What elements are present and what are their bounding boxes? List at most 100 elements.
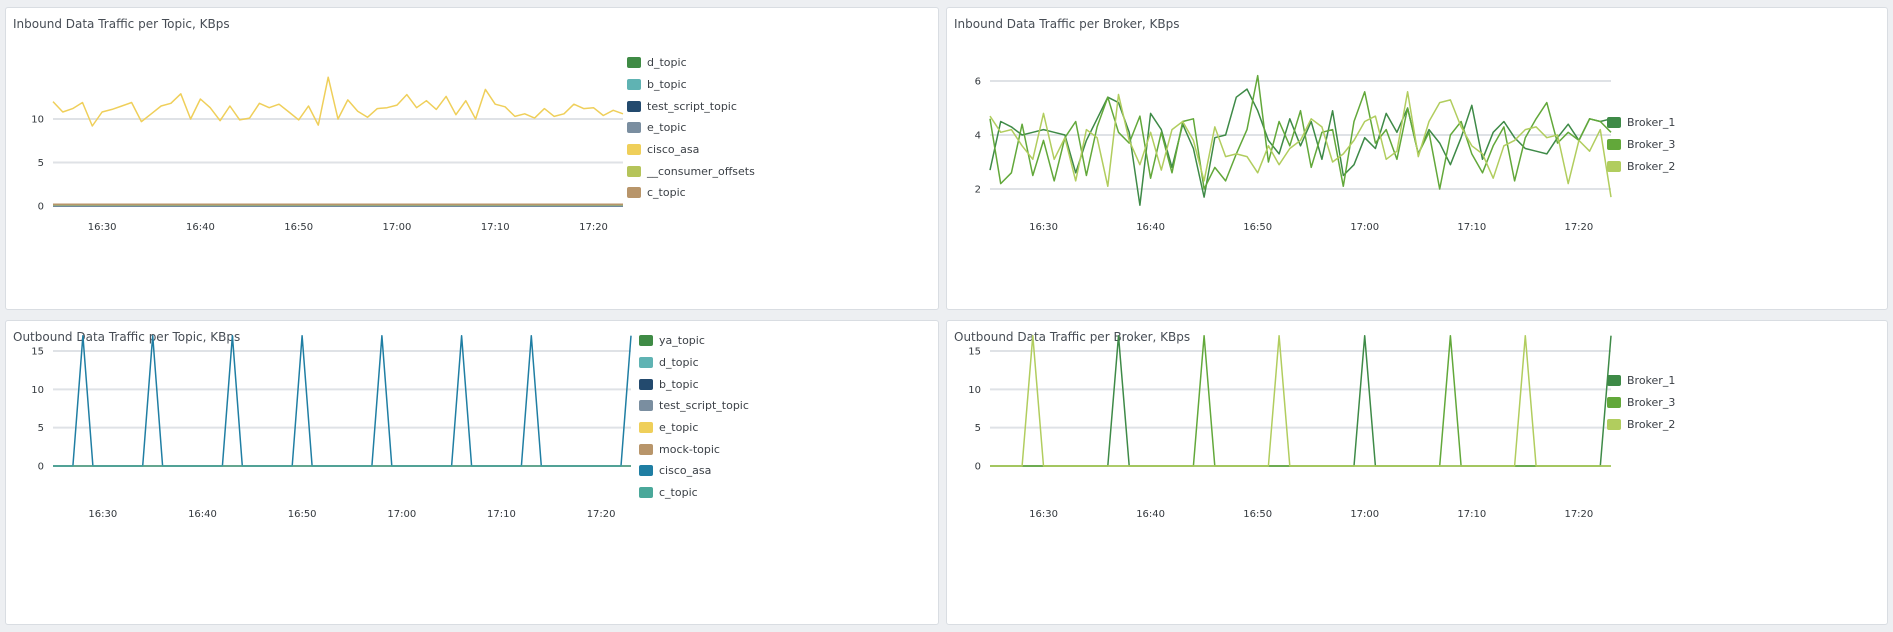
chart-svg[interactable]: 0 5 10 15 16:30 16:40 16:50 17:00 17:10 17:20 — [947, 321, 1888, 625]
x-tick-label: 16:30 — [1029, 222, 1058, 233]
legend-label: Broker_1 — [1627, 116, 1676, 130]
legend-item[interactable]: Broker_3 — [1607, 134, 1675, 156]
legend-item[interactable]: b_topic — [639, 373, 749, 395]
x-tick-label: 16:30 — [1029, 509, 1058, 520]
x-tick-label: 16:50 — [1243, 222, 1272, 233]
legend-label: mock-topic — [659, 442, 720, 456]
chart-svg[interactable]: 0 5 10 16:30 16:40 16:50 17:00 17:10 17:20 — [6, 8, 939, 310]
legend-item[interactable]: e_topic — [639, 417, 749, 439]
chart-svg[interactable]: 0 5 10 15 16:30 16:40 16:50 17:00 17:10 17:20 — [6, 321, 939, 625]
x-tick-label: 17:10 — [1457, 222, 1486, 233]
x-tick-label: 17:00 — [1350, 509, 1379, 520]
legend-label: d_topic — [659, 356, 699, 370]
x-tick-label: 16:40 — [1136, 509, 1165, 520]
chart-svg[interactable]: 2 4 6 16:30 16:40 16:50 17:00 17:10 17:20 — [947, 8, 1888, 310]
legend-item[interactable]: Broker_1 — [1607, 370, 1675, 392]
legend-swatch — [639, 357, 653, 369]
legend-label: ya_topic — [659, 334, 705, 348]
legend-swatch — [639, 378, 653, 390]
legend-swatch — [639, 465, 653, 477]
legend-label: __consumer_offsets — [647, 164, 755, 178]
x-tick-label: 16:40 — [1136, 222, 1165, 233]
legend-label: e_topic — [659, 421, 699, 435]
legend-label: Broker_1 — [1627, 374, 1676, 388]
legend-item[interactable]: c_topic — [627, 182, 755, 204]
legend-label: Broker_3 — [1627, 396, 1676, 410]
legend-item[interactable]: d_topic — [627, 52, 755, 74]
legend-item[interactable]: d_topic — [639, 352, 749, 374]
series-lines — [989, 74, 1612, 206]
series-line-Broker_1[interactable] — [989, 88, 1612, 206]
series-line-cisco_asa[interactable] — [53, 334, 632, 467]
legend-item[interactable]: mock-topic — [639, 438, 749, 460]
plot-area: 0 5 10 15 16:30 16:40 16:50 17:00 17:10 17:20 — [31, 334, 632, 520]
series-line-Broker_2[interactable] — [990, 334, 1611, 467]
x-tick-label: 17:20 — [1564, 509, 1593, 520]
x-tick-label: 16:50 — [1243, 509, 1272, 520]
legend-item[interactable]: Broker_1 — [1607, 112, 1675, 134]
x-tick-label: 17:00 — [383, 222, 412, 233]
x-tick-label: 17:10 — [487, 509, 516, 520]
legend-item[interactable]: c_topic — [639, 482, 749, 504]
legend-item[interactable]: cisco_asa — [639, 460, 749, 482]
legend-label: test_script_topic — [647, 99, 737, 113]
legend-label: Broker_3 — [1627, 138, 1676, 152]
y-tick-label: 4 — [975, 131, 981, 142]
series-line-Broker_2[interactable] — [989, 91, 1612, 198]
legend-item[interactable]: test_script_topic — [639, 395, 749, 417]
x-tick-label: 16:30 — [88, 222, 117, 233]
legend-swatch — [1607, 117, 1621, 129]
legend-swatch — [639, 443, 653, 455]
legend-label: d_topic — [647, 56, 687, 70]
y-tick-label: 6 — [975, 77, 981, 88]
x-tick-label: 16:40 — [186, 222, 215, 233]
x-tick-label: 17:00 — [387, 509, 416, 520]
legend-swatch — [627, 100, 641, 112]
legend-swatch — [627, 187, 641, 199]
y-tick-label: 2 — [975, 185, 981, 196]
legend-label: b_topic — [659, 377, 699, 391]
x-tick-label: 17:20 — [579, 222, 608, 233]
series-line-cisco_asa[interactable] — [52, 76, 624, 127]
legend-label: e_topic — [647, 121, 687, 135]
series-line-Broker_3[interactable] — [989, 74, 1612, 190]
legend-label: Broker_2 — [1627, 159, 1676, 173]
legend-label: Broker_2 — [1627, 417, 1676, 431]
legend-swatch — [1607, 375, 1621, 387]
y-tick-label: 10 — [31, 115, 44, 126]
legend-swatch — [627, 165, 641, 177]
legend-swatch — [627, 144, 641, 156]
plot-area: 0 5 10 15 16:30 16:40 16:50 17:00 17:10 17:20 — [968, 334, 1612, 520]
legend-item[interactable]: e_topic — [627, 117, 755, 139]
y-tick-label: 5 — [975, 423, 981, 434]
panel-title: Inbound Data Traffic per Broker, KBps — [954, 17, 1180, 31]
panel-title: Inbound Data Traffic per Topic, KBps — [13, 17, 230, 31]
legend-item[interactable]: ya_topic — [639, 330, 749, 352]
legend-swatch — [639, 487, 653, 499]
legend-label: c_topic — [659, 486, 698, 500]
legend-label: b_topic — [647, 78, 687, 92]
x-tick-label: 17:10 — [1457, 509, 1486, 520]
y-tick-label: 0 — [975, 462, 981, 473]
y-tick-label: 10 — [31, 385, 44, 396]
legend-label: test_script_topic — [659, 399, 749, 413]
gridlines — [990, 80, 1611, 190]
series-line-Broker_3[interactable] — [990, 334, 1611, 467]
legend-item[interactable]: cisco_asa — [627, 139, 755, 161]
x-tick-label: 17:20 — [1564, 222, 1593, 233]
series-lines — [990, 334, 1612, 467]
legend-item[interactable]: Broker_2 — [1607, 155, 1675, 177]
legend-item[interactable]: Broker_3 — [1607, 392, 1675, 414]
x-tick-label: 16:30 — [88, 509, 117, 520]
legend-swatch — [627, 79, 641, 91]
gridlines — [990, 350, 1611, 467]
series-line-Broker_1[interactable] — [990, 334, 1612, 467]
legend-item[interactable]: test_script_topic — [627, 95, 755, 117]
legend-item[interactable]: b_topic — [627, 74, 755, 96]
legend-swatch — [1607, 160, 1621, 172]
panel-title: Outbound Data Traffic per Topic, KBps — [13, 330, 241, 344]
legend-item[interactable]: Broker_2 — [1607, 413, 1675, 435]
legend-item[interactable]: __consumer_offsets — [627, 160, 755, 182]
